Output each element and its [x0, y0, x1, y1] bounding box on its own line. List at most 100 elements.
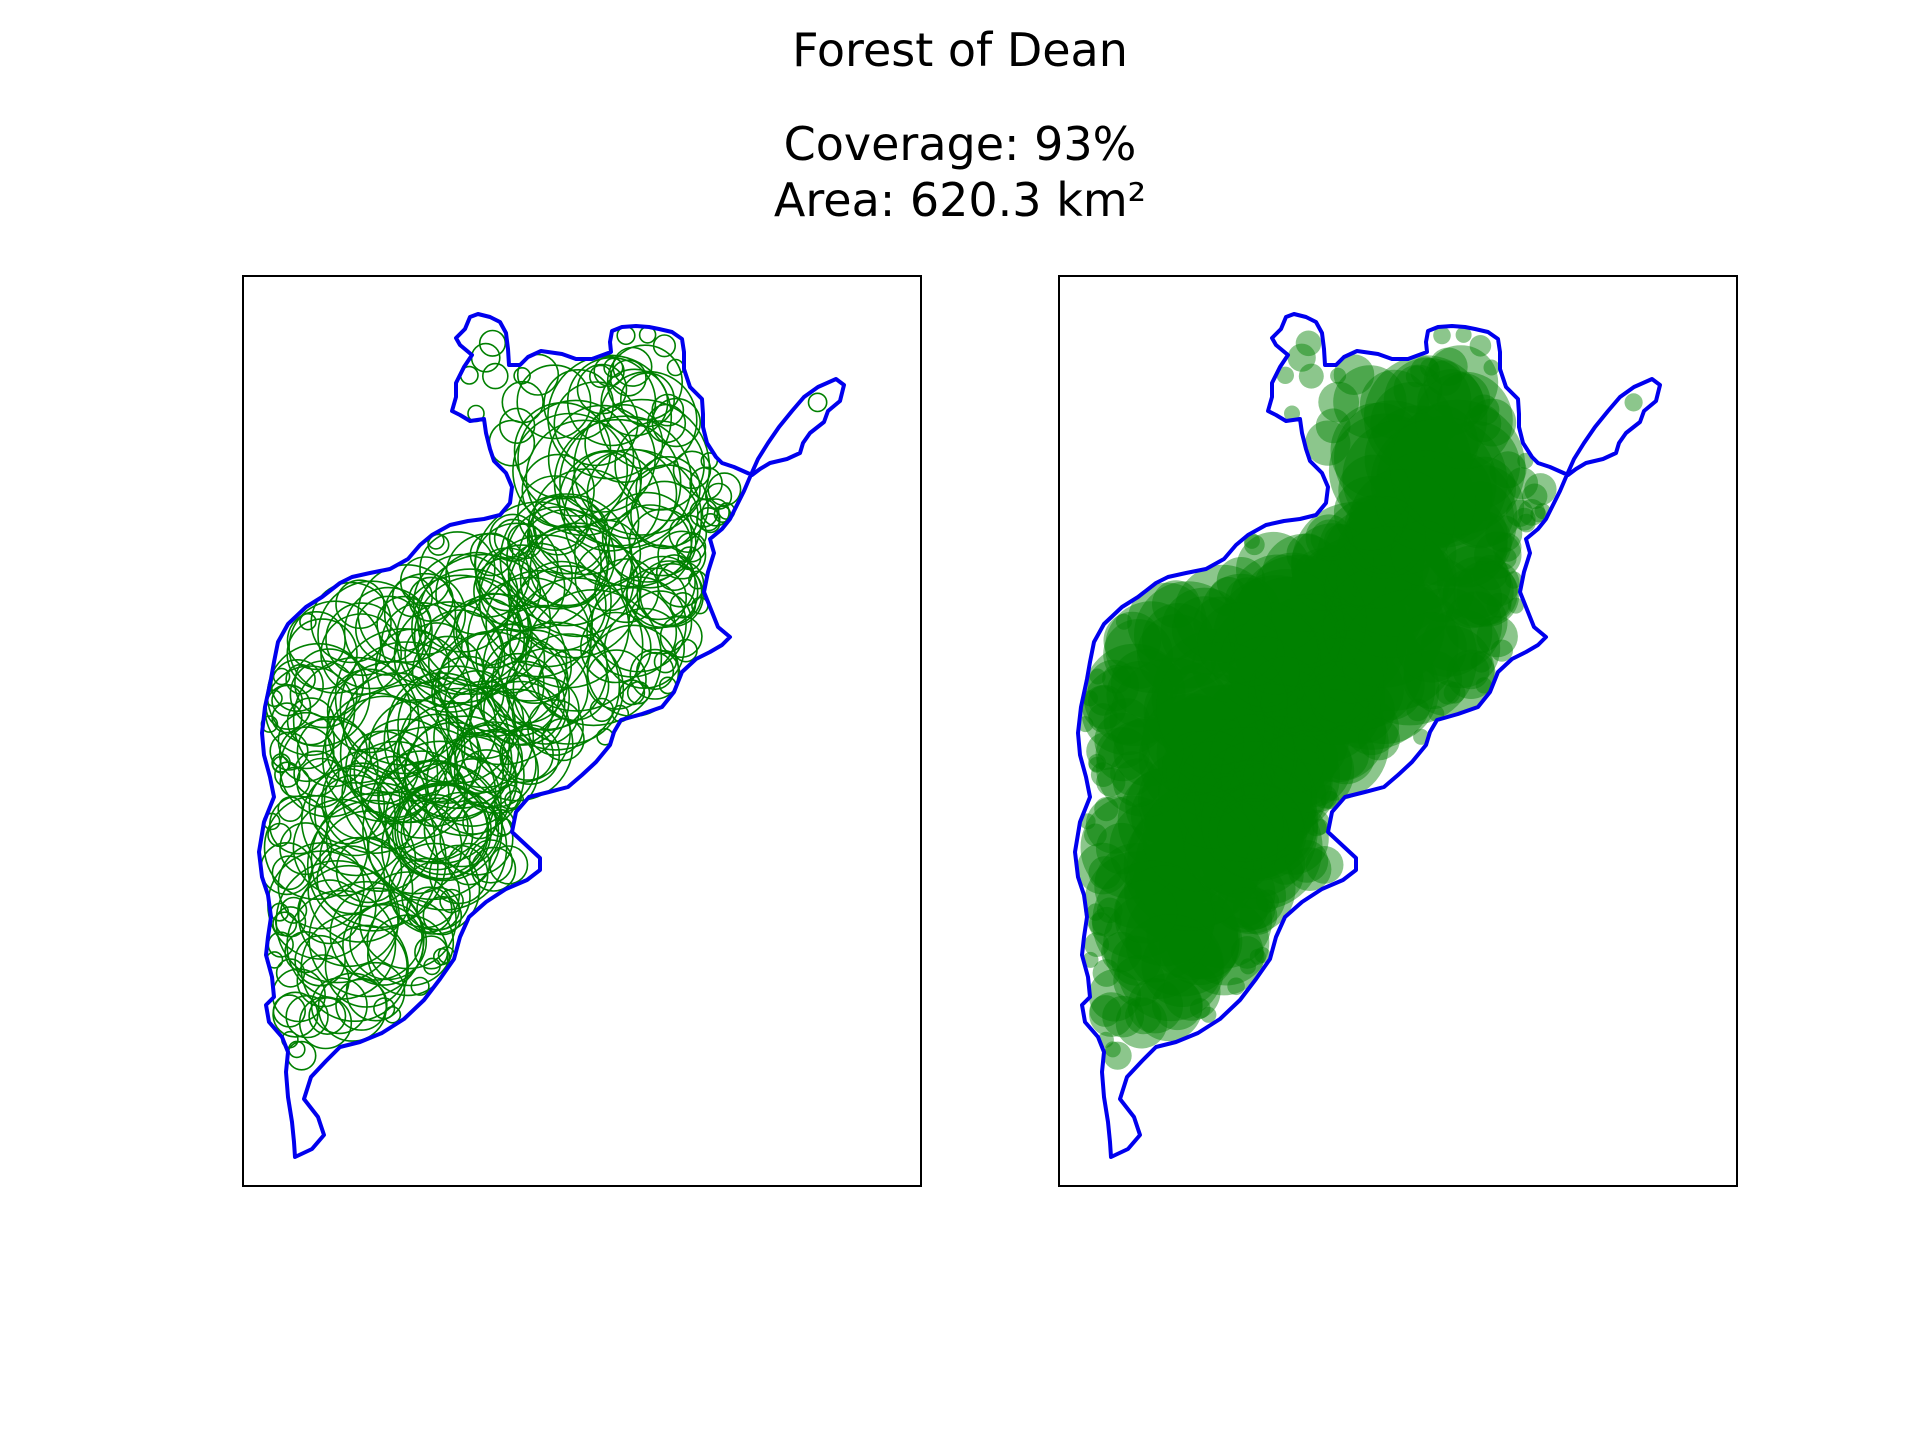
- coverage-circle: [1346, 529, 1424, 607]
- coverage-circle: [1138, 696, 1264, 822]
- coverage-circle: [1506, 467, 1539, 500]
- coverage-circle: [584, 404, 664, 484]
- coverage-circle: [537, 648, 610, 722]
- coverage-circle: [1269, 598, 1337, 666]
- coverage-circle: [619, 679, 646, 706]
- coverage-circle: [501, 728, 554, 781]
- coverage-circle: [1292, 624, 1361, 693]
- coverage-circle: [1413, 728, 1430, 745]
- coverage-circle: [339, 641, 473, 775]
- coverage-circle: [294, 934, 346, 987]
- coverage-circle: [1105, 601, 1197, 693]
- coverage-circle: [1303, 809, 1330, 837]
- coverage-circle: [308, 996, 347, 1035]
- coverage-circle: [404, 622, 470, 687]
- coverage-circle: [1302, 570, 1409, 677]
- coverage-circle: [1375, 450, 1476, 551]
- coverage-circle: [1266, 722, 1352, 808]
- coverage-circle: [1396, 612, 1467, 683]
- coverage-circle: [506, 565, 630, 689]
- coverage-circle: [1445, 509, 1512, 576]
- coverage-circle: [1125, 881, 1240, 997]
- coverage-circle: [1370, 382, 1454, 466]
- coverage-circle: [1388, 451, 1457, 521]
- coverage-circle: [1314, 630, 1388, 704]
- coverage-circle: [579, 611, 652, 684]
- coverage-circle: [1200, 1006, 1217, 1023]
- filled-circles-group: [1076, 326, 1643, 1070]
- coverage-circle: [1442, 465, 1525, 547]
- coverage-circle: [1113, 880, 1178, 944]
- coverage-circle: [275, 859, 399, 984]
- coverage-circle: [1403, 650, 1462, 710]
- coverage-circle: [1245, 845, 1304, 904]
- coverage-circle: [1310, 519, 1349, 557]
- coverage-circle: [668, 514, 708, 554]
- coverage-circle: [1220, 716, 1340, 836]
- coverage-circle: [636, 651, 675, 691]
- coverage-circle: [493, 518, 533, 558]
- coverage-circle: [519, 522, 635, 638]
- coverage-circle: [1194, 741, 1317, 864]
- coverage-circle: [1089, 992, 1134, 1037]
- coverage-circle: [593, 355, 625, 388]
- coverage-circle: [1320, 790, 1340, 810]
- coverage-circle: [1333, 561, 1422, 651]
- coverage-circle: [325, 782, 436, 893]
- coverage-circle: [1214, 688, 1335, 809]
- coverage-circle: [1262, 533, 1346, 617]
- coverage-circle: [1455, 326, 1472, 343]
- coverage-circle: [1094, 842, 1181, 929]
- coverage-circle: [1088, 756, 1105, 773]
- coverage-circle: [279, 822, 333, 876]
- coverage-circle: [1271, 725, 1339, 793]
- coverage-circle: [1490, 639, 1513, 662]
- coverage-circle: [1240, 792, 1315, 867]
- coverage-circle: [1279, 805, 1312, 839]
- coverage-circle: [1143, 669, 1227, 753]
- coverage-circle: [1197, 785, 1323, 910]
- coverage-circle: [1248, 656, 1320, 729]
- coverage-circle: [437, 630, 545, 738]
- coverage-circle: [1375, 416, 1508, 548]
- coverage-circle: [368, 699, 466, 797]
- coverage-circle: [651, 397, 701, 448]
- coverage-circle: [1176, 756, 1244, 824]
- coverage-circle: [1214, 666, 1332, 784]
- coverage-circle: [1475, 677, 1492, 694]
- coverage-circle: [393, 601, 506, 713]
- coverage-circle: [1322, 648, 1404, 731]
- coverage-circle: [1133, 846, 1201, 914]
- coverage-circle: [1102, 995, 1144, 1038]
- coverage-circle: [659, 615, 703, 659]
- coverage-circle: [1092, 860, 1214, 983]
- coverage-circle: [475, 547, 540, 612]
- coverage-circle: [1220, 722, 1320, 821]
- coverage-circle: [1230, 576, 1348, 695]
- coverage-circle: [1433, 326, 1451, 345]
- coverage-circle: [1106, 661, 1173, 728]
- coverage-circle: [1217, 760, 1284, 827]
- coverage-circle: [1095, 727, 1150, 782]
- coverage-circle: [1260, 670, 1326, 736]
- coverage-circle: [1336, 523, 1450, 637]
- coverage-circle: [269, 731, 309, 771]
- coverage-circle: [1200, 678, 1326, 804]
- coverage-circle: [1286, 533, 1329, 576]
- coverage-circle: [1417, 369, 1484, 436]
- coverage-circle: [1212, 575, 1341, 703]
- coverage-circle: [1323, 523, 1359, 559]
- coverage-circle: [453, 728, 539, 814]
- coverage-circle: [541, 717, 585, 762]
- coverage-circle: [1476, 615, 1518, 658]
- coverage-circle: [1087, 659, 1140, 712]
- coverage-circle: [573, 398, 711, 536]
- coverage-circle: [1318, 729, 1370, 781]
- coverage-circle: [1390, 520, 1457, 587]
- coverage-circle: [1289, 557, 1357, 625]
- coverage-circle: [1084, 823, 1107, 847]
- coverage-circle: [1221, 622, 1285, 687]
- coverage-circle: [1295, 545, 1381, 631]
- coverage-circle: [576, 363, 628, 415]
- coverage-circle: [1358, 718, 1400, 761]
